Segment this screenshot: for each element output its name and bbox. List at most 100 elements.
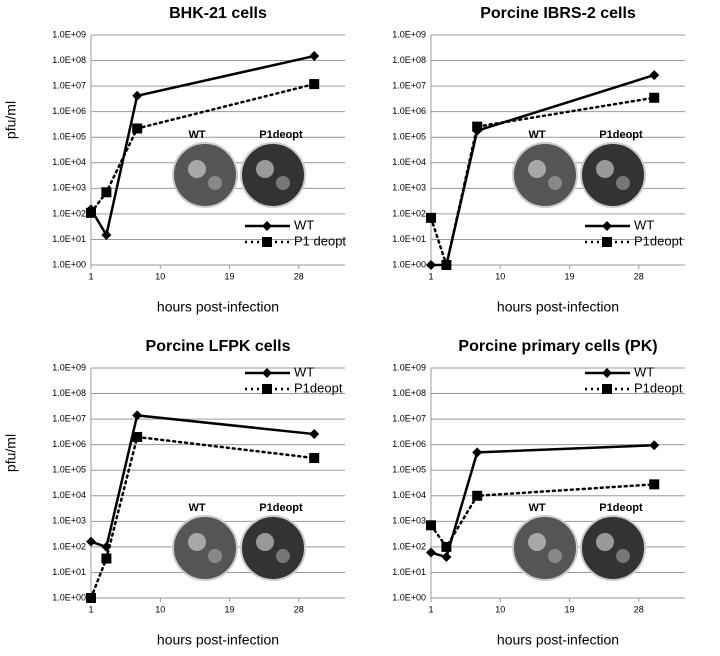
- marker: [441, 260, 452, 270]
- panel: Porcine LFPK cells 1.0E+00 1.0E+01 1.0E+02 1…: [3, 338, 345, 648]
- series-line: [89, 82, 316, 215]
- series-line: [89, 435, 316, 600]
- chart-title: BHK-21 cells: [169, 5, 267, 22]
- plaque-spot: [256, 160, 274, 178]
- panel: Porcine IBRS-2 cells 1.0E+00 1.0E+01 1.0E+0…: [392, 5, 685, 315]
- series-line: [429, 96, 656, 270]
- plaque-image: [512, 142, 578, 208]
- marker: [426, 260, 436, 270]
- plaque-spot: [616, 176, 630, 190]
- plaque-spot: [596, 160, 614, 178]
- plaque-spot: [208, 176, 222, 190]
- plaque-spot: [276, 549, 290, 563]
- y-tick-label: 1.0E+04: [52, 490, 86, 500]
- y-tick-label: 1.0E+01: [392, 234, 426, 244]
- x-tick-label: 1: [88, 271, 93, 281]
- chart-title: Porcine LFPK cells: [146, 338, 291, 355]
- y-tick-label: 1.0E+02: [52, 208, 86, 218]
- inset-label: P1deopt: [599, 502, 643, 514]
- y-tick-label: 1.0E+02: [52, 541, 86, 551]
- inset-label: WT: [528, 502, 545, 514]
- marker: [101, 187, 112, 198]
- panel: BHK-21 cells 1.0E+00 1.0E+01 1.0E+02 1.0E+03…: [3, 5, 347, 314]
- x-tick-label: 10: [155, 604, 165, 614]
- x-axis-label: hours post-infection: [497, 632, 619, 648]
- y-tick-label: 1.0E+07: [52, 413, 86, 423]
- y-tick-label: 1.0E+00: [52, 259, 86, 269]
- plaque-image: [580, 142, 646, 208]
- plaque-spot: [596, 533, 614, 551]
- y-tick-label: 1.0E+03: [392, 183, 426, 193]
- chart-title: Porcine IBRS-2 cells: [480, 5, 636, 22]
- x-tick-label: 10: [155, 271, 165, 281]
- x-tick-label: 1: [88, 604, 93, 614]
- legend-marker: [602, 368, 612, 378]
- plaque-image: [240, 142, 306, 208]
- y-tick-label: 1.0E+00: [52, 592, 86, 602]
- y-tick-label: 1.0E+05: [392, 132, 426, 142]
- plaque-spot: [616, 549, 630, 563]
- y-tick-label: 1.0E+02: [392, 208, 426, 218]
- y-tick-label: 1.0E+07: [392, 80, 426, 90]
- x-tick-label: 19: [565, 271, 575, 281]
- x-axis-label: hours post-infection: [157, 632, 279, 648]
- marker: [132, 90, 143, 101]
- marker: [649, 92, 660, 103]
- legend-marker: [602, 237, 612, 247]
- y-tick-label: 1.0E+04: [392, 490, 426, 500]
- inset-label: P1deopt: [599, 129, 643, 141]
- legend-marker: [602, 221, 612, 231]
- marker: [472, 447, 483, 458]
- series-line: [90, 414, 315, 549]
- legend-marker: [262, 221, 272, 231]
- marker: [86, 536, 96, 547]
- legend-label: P1deopt: [634, 380, 683, 395]
- plaque-spot: [188, 160, 206, 178]
- x-tick-label: 10: [495, 271, 505, 281]
- y-tick-label: 1.0E+06: [392, 106, 426, 116]
- y-tick-label: 1.0E+01: [52, 567, 86, 577]
- marker: [101, 541, 112, 552]
- y-tick-label: 1.0E+08: [392, 55, 426, 65]
- y-tick-label: 1.0E+09: [392, 29, 426, 39]
- y-tick-label: 1.0E+08: [392, 388, 426, 398]
- y-tick-label: 1.0E+04: [392, 157, 426, 167]
- x-tick-label: 19: [565, 604, 575, 614]
- y-tick-label: 1.0E+06: [392, 439, 426, 449]
- y-tick-label: 1.0E+05: [52, 465, 86, 475]
- legend-label: WT: [634, 364, 654, 379]
- x-tick-label: 28: [294, 604, 304, 614]
- inset-label: WT: [188, 502, 205, 514]
- legend-marker: [262, 384, 272, 394]
- plaque-spot: [208, 549, 222, 563]
- inset-label: P1deopt: [259, 129, 303, 141]
- marker: [649, 440, 660, 451]
- x-tick-label: 28: [634, 271, 644, 281]
- marker: [86, 593, 96, 603]
- y-tick-label: 1.0E+09: [52, 29, 86, 39]
- x-tick-label: 19: [225, 271, 235, 281]
- x-tick-label: 1: [428, 271, 433, 281]
- y-tick-label: 1.0E+07: [392, 413, 426, 423]
- plaque-image: [512, 515, 578, 581]
- series-line: [430, 443, 655, 559]
- marker: [309, 79, 320, 90]
- y-tick-label: 1.0E+07: [52, 80, 86, 90]
- series-line: [429, 483, 656, 550]
- legend-marker: [262, 368, 272, 378]
- plaque-spot: [256, 533, 274, 551]
- y-tick-label: 1.0E+04: [52, 157, 86, 167]
- y-tick-label: 1.0E+03: [52, 516, 86, 526]
- marker: [309, 453, 320, 464]
- y-tick-label: 1.0E+03: [392, 516, 426, 526]
- y-tick-label: 1.0E+09: [52, 362, 86, 372]
- series-line: [431, 73, 655, 267]
- y-tick-label: 1.0E+00: [392, 592, 426, 602]
- marker: [649, 479, 660, 490]
- marker: [426, 212, 436, 223]
- y-tick-label: 1.0E+08: [52, 388, 86, 398]
- y-tick-label: 1.0E+03: [52, 183, 86, 193]
- marker: [86, 207, 96, 218]
- legend-marker: [262, 237, 272, 247]
